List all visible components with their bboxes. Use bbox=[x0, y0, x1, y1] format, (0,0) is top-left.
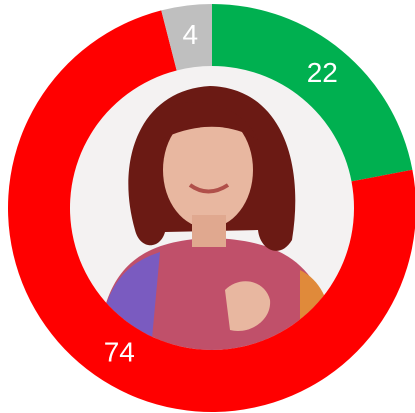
donut-slice bbox=[212, 4, 413, 182]
donut-slice bbox=[161, 3, 212, 71]
center-photo bbox=[70, 66, 354, 350]
value-label: 4 bbox=[183, 19, 199, 50]
value-label: 74 bbox=[104, 336, 135, 367]
value-label: 22 bbox=[307, 57, 338, 88]
donut-slice bbox=[8, 10, 415, 412]
